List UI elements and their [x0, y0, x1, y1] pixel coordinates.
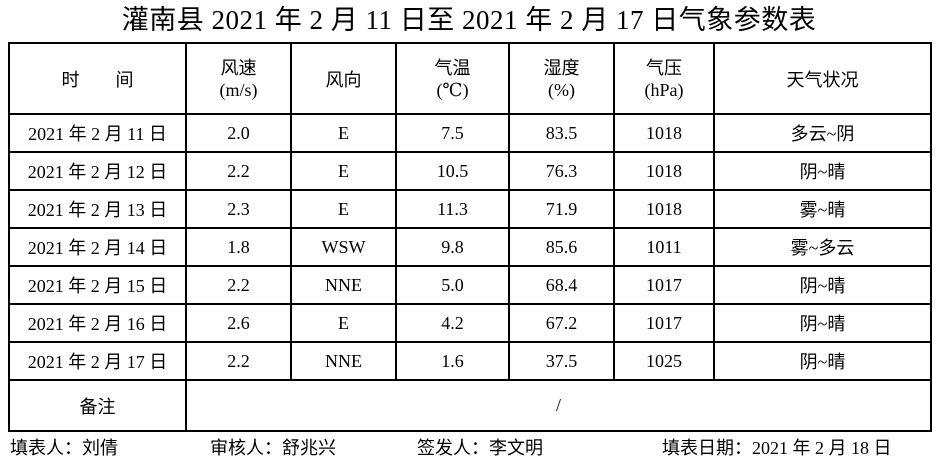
table-row: 2021 年 2 月 12 日 2.2 E 10.5 76.3 1018 阴~晴	[8, 151, 932, 191]
cell-pressure: 1018	[613, 151, 715, 191]
cell-wind-speed: 1.8	[185, 227, 292, 267]
fill-date-label: 填表日期：	[662, 438, 752, 458]
cell-temperature: 10.5	[395, 151, 510, 191]
cell-date: 2021 年 2 月 15 日	[8, 265, 187, 305]
cell-wind-direction: E	[290, 303, 397, 343]
weather-table: 时 间 风速 (m/s) 风向 气温 (℃) 湿度 (%) 气压 (hPa)	[8, 42, 932, 432]
cell-weather: 阴~晴	[713, 151, 932, 191]
issuer-label: 签发人：	[417, 438, 489, 458]
cell-pressure: 1018	[613, 189, 715, 229]
cell-humidity: 67.2	[508, 303, 615, 343]
cell-wind-speed: 2.2	[185, 341, 292, 381]
remark-row: 备注 /	[8, 379, 932, 432]
cell-pressure: 1025	[613, 341, 715, 381]
cell-weather: 雾~多云	[713, 227, 932, 267]
header-time: 时 间	[8, 42, 187, 115]
cell-wind-speed: 2.6	[185, 303, 292, 343]
fill-date-field: 填表日期：2021 年 2 月 18 日	[662, 433, 892, 463]
remark-value: /	[185, 379, 932, 432]
header-pressure-label: 气压	[646, 57, 682, 78]
header-wind-speed-label: 风速	[220, 57, 257, 78]
cell-weather: 阴~晴	[713, 341, 932, 381]
cell-date: 2021 年 2 月 14 日	[8, 227, 187, 267]
table-row: 2021 年 2 月 15 日 2.2 NNE 5.0 68.4 1017 阴~…	[8, 265, 932, 305]
cell-wind-speed: 2.2	[185, 265, 292, 305]
header-weather-condition: 天气状况	[713, 42, 932, 115]
cell-temperature: 1.6	[395, 341, 510, 381]
cell-date: 2021 年 2 月 16 日	[8, 303, 187, 343]
issuer-field: 签发人：李文明	[417, 433, 543, 463]
cell-date: 2021 年 2 月 13 日	[8, 189, 187, 229]
header-temperature-label: 气温	[434, 57, 471, 78]
reviewer-name: 舒兆兴	[282, 438, 336, 458]
fill-date-value: 2021 年 2 月 18 日	[752, 438, 892, 458]
header-humidity: 湿度 (%)	[508, 42, 615, 115]
cell-wind-speed: 2.3	[185, 189, 292, 229]
header-humidity-unit: (%)	[548, 79, 575, 100]
signature-line: 填表人：刘倩 审核人：舒兆兴 签发人：李文明 填表日期：2021 年 2 月 1…	[0, 433, 938, 463]
table-row: 2021 年 2 月 14 日 1.8 WSW 9.8 85.6 1011 雾~…	[8, 227, 932, 267]
cell-wind-direction: WSW	[290, 227, 397, 267]
header-wind-speed: 风速 (m/s)	[185, 42, 292, 115]
preparer-label: 填表人：	[10, 438, 82, 458]
cell-wind-direction: E	[290, 113, 397, 153]
preparer-name: 刘倩	[82, 438, 118, 458]
cell-humidity: 68.4	[508, 265, 615, 305]
cell-temperature: 7.5	[395, 113, 510, 153]
table-row: 2021 年 2 月 16 日 2.6 E 4.2 67.2 1017 阴~晴	[8, 303, 932, 343]
document-title: 灌南县 2021 年 2 月 11 日至 2021 年 2 月 17 日气象参数…	[121, 5, 817, 35]
cell-wind-direction: E	[290, 189, 397, 229]
cell-date: 2021 年 2 月 11 日	[8, 113, 187, 153]
table-row: 2021 年 2 月 17 日 2.2 NNE 1.6 37.5 1025 阴~…	[8, 341, 932, 381]
cell-date: 2021 年 2 月 12 日	[8, 151, 187, 191]
cell-temperature: 4.2	[395, 303, 510, 343]
cell-date: 2021 年 2 月 17 日	[8, 341, 187, 381]
cell-weather: 阴~晴	[713, 303, 932, 343]
cell-pressure: 1017	[613, 265, 715, 305]
header-wind-direction: 风向	[290, 42, 397, 115]
remark-label: 备注	[8, 379, 187, 432]
table-header-row: 时 间 风速 (m/s) 风向 气温 (℃) 湿度 (%) 气压 (hPa)	[8, 42, 932, 115]
cell-weather: 雾~晴	[713, 189, 932, 229]
cell-humidity: 83.5	[508, 113, 615, 153]
preparer-field: 填表人：刘倩	[10, 433, 118, 463]
cell-pressure: 1017	[613, 303, 715, 343]
cell-temperature: 11.3	[395, 189, 510, 229]
header-pressure: 气压 (hPa)	[613, 42, 715, 115]
cell-temperature: 5.0	[395, 265, 510, 305]
header-humidity-label: 湿度	[543, 57, 580, 78]
cell-wind-direction: NNE	[290, 341, 397, 381]
cell-humidity: 76.3	[508, 151, 615, 191]
header-wind-speed-unit: (m/s)	[219, 79, 258, 100]
cell-wind-direction: NNE	[290, 265, 397, 305]
reviewer-field: 审核人：舒兆兴	[210, 433, 336, 463]
cell-pressure: 1018	[613, 113, 715, 153]
cell-pressure: 1011	[613, 227, 715, 267]
header-pressure-unit: (hPa)	[644, 79, 684, 100]
cell-temperature: 9.8	[395, 227, 510, 267]
cell-wind-speed: 2.0	[185, 113, 292, 153]
cell-humidity: 37.5	[508, 341, 615, 381]
issuer-name: 李文明	[489, 438, 543, 458]
cell-wind-direction: E	[290, 151, 397, 191]
cell-weather: 多云~阴	[713, 113, 932, 153]
cell-humidity: 71.9	[508, 189, 615, 229]
cell-weather: 阴~晴	[713, 265, 932, 305]
cell-wind-speed: 2.2	[185, 151, 292, 191]
header-temperature-unit: (℃)	[436, 79, 469, 100]
reviewer-label: 审核人：	[210, 438, 282, 458]
header-temperature: 气温 (℃)	[395, 42, 510, 115]
table-row: 2021 年 2 月 11 日 2.0 E 7.5 83.5 1018 多云~阴	[8, 113, 932, 153]
cell-humidity: 85.6	[508, 227, 615, 267]
table-row: 2021 年 2 月 13 日 2.3 E 11.3 71.9 1018 雾~晴	[8, 189, 932, 229]
